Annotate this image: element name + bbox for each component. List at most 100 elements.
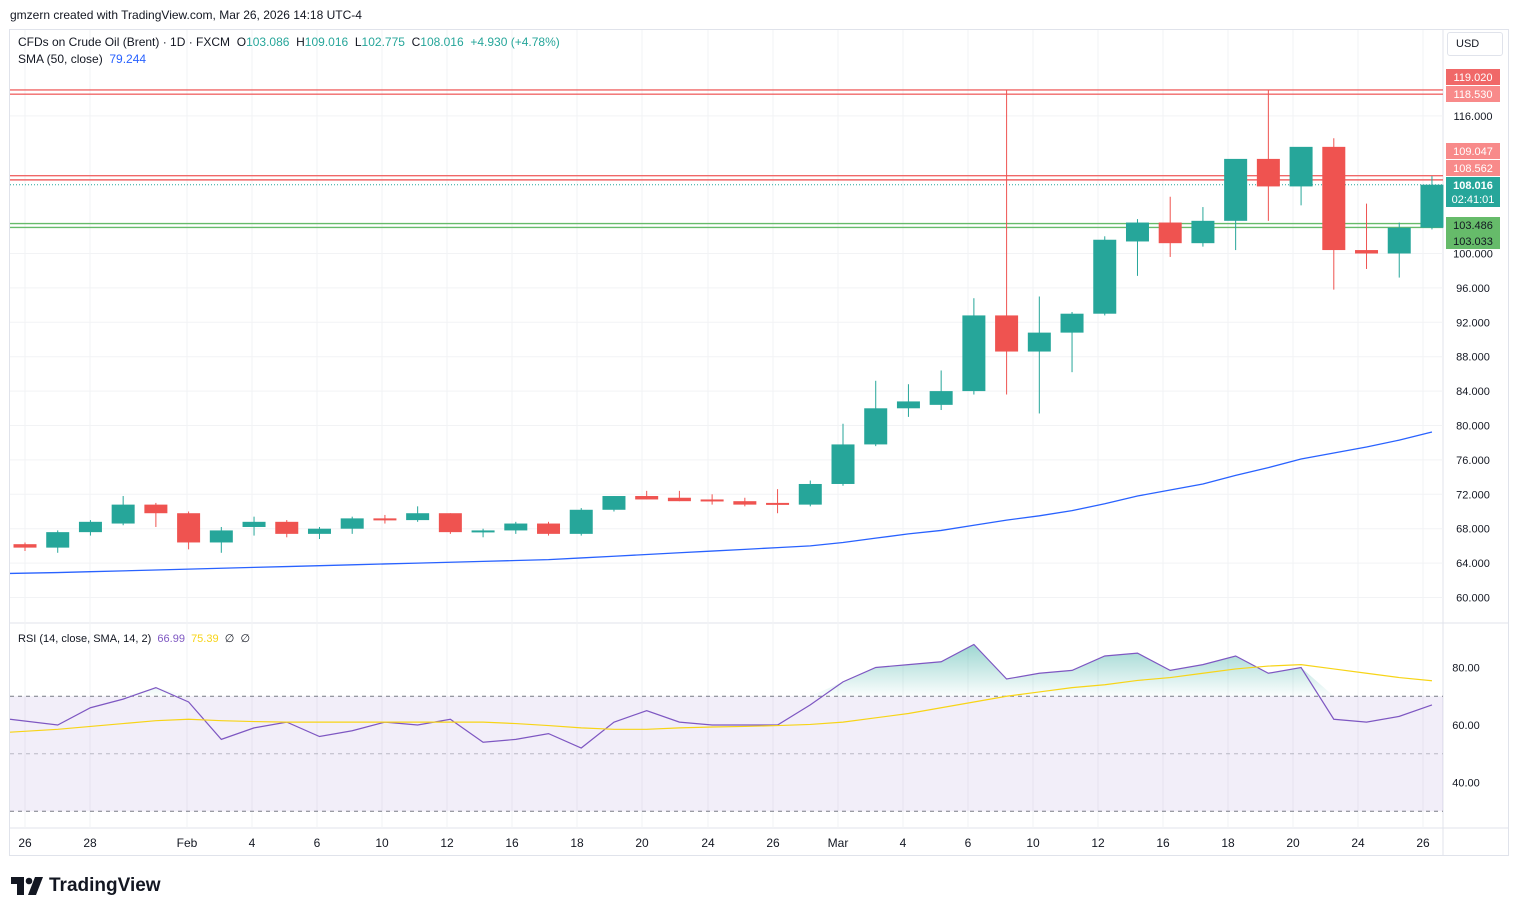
price-label-support-high: 103.486 <box>1453 220 1493 232</box>
low-value: 102.775 <box>361 35 405 49</box>
sma-value: 79.244 <box>109 52 147 66</box>
last-price-badge-bg <box>1446 177 1500 207</box>
time-tick-label: 6 <box>965 836 972 850</box>
candle-body <box>798 483 822 505</box>
tradingview-brand[interactable]: TradingView <box>11 875 161 897</box>
time-tick-label: 26 <box>1416 836 1430 850</box>
candle-body <box>1093 239 1117 314</box>
candle-body <box>78 521 102 533</box>
chart-frame <box>9 29 1509 856</box>
time-tick-label: 24 <box>1351 836 1365 850</box>
time-tick-label: 26 <box>766 836 780 850</box>
rsi-tick-label: 40.00 <box>1452 778 1480 790</box>
candle-body <box>307 528 331 534</box>
price-label-resistance-high-bg <box>1446 143 1500 159</box>
price-label-resistance-low-bg <box>1446 160 1500 176</box>
candle-body <box>275 521 299 534</box>
time-tick-label: 18 <box>1221 836 1235 850</box>
candle-body <box>144 504 168 514</box>
price-label-resistance-low: 108.562 <box>1453 163 1493 175</box>
price-label-support-low-bg <box>1446 233 1500 249</box>
rsi-extra-2: ∅ <box>240 633 251 645</box>
candle-body <box>929 391 953 405</box>
candle-body <box>1191 220 1215 244</box>
candle-body <box>1256 158 1280 187</box>
time-tick-label: 16 <box>1156 836 1170 850</box>
tradingview-logo-icon <box>11 877 43 895</box>
candle-body <box>1158 222 1182 244</box>
close-value: 108.016 <box>420 35 464 49</box>
candle-body <box>1125 222 1149 242</box>
price-label-resistance-high: 119.020 <box>1454 72 1493 84</box>
sma-line <box>9 431 1433 575</box>
candle-body <box>1322 146 1346 251</box>
candle-body <box>733 501 757 505</box>
time-tick-label: 26 <box>18 836 32 850</box>
price-tick-label: 88.000 <box>1456 352 1490 364</box>
candle-body <box>1027 332 1051 352</box>
rsi-extra-1: ∅ <box>224 633 235 645</box>
candle-body <box>373 518 397 521</box>
sma-legend[interactable]: SMA (50, close) 79.244 <box>18 52 146 66</box>
candle-body <box>667 497 691 502</box>
candle-body <box>1355 250 1379 254</box>
time-tick-label: 24 <box>701 836 715 850</box>
candle-body <box>504 523 528 531</box>
countdown-label: 02:41:01 <box>1452 194 1495 206</box>
rsi-value: 66.99 <box>157 633 185 645</box>
candle-body <box>1224 158 1248 221</box>
rsi-tick-label: 60.00 <box>1452 720 1480 732</box>
rsi-sma-line <box>9 664 1433 733</box>
candle-body <box>242 521 266 527</box>
price-tick-label: 72.000 <box>1456 489 1490 501</box>
price-tick-label: 76.000 <box>1456 455 1490 467</box>
open-label: O <box>236 35 247 49</box>
candle-body <box>831 444 855 484</box>
time-tick-label: 6 <box>314 836 321 850</box>
candle-body <box>537 523 561 534</box>
high-value: 109.016 <box>304 35 349 49</box>
rsi-legend[interactable]: RSI (14, close, SMA, 14, 2) 66.99 75.39 … <box>18 632 250 645</box>
time-tick-label: 10 <box>375 836 389 850</box>
time-tick-label: 20 <box>635 836 649 850</box>
chart-caption: gmzern created with TradingView.com, Mar… <box>10 8 362 22</box>
time-tick-label: 10 <box>1026 836 1040 850</box>
price-tick-label: 68.000 <box>1456 524 1490 536</box>
candle-body <box>864 408 888 445</box>
time-tick-label: 4 <box>249 836 256 850</box>
candle-body <box>1387 227 1411 254</box>
time-tick-label: 4 <box>900 836 907 850</box>
price-label-support-low: 103.033 <box>1453 236 1493 248</box>
currency-selector[interactable]: USD <box>1447 32 1503 56</box>
time-tick-label: 28 <box>83 836 97 850</box>
rsi-label: RSI (14, close, SMA, 14, 2) <box>18 633 152 645</box>
last-price-label: 108.016 <box>1453 180 1493 192</box>
candle-body <box>340 518 364 529</box>
price-tick-label: 64.000 <box>1456 558 1490 570</box>
candle-body <box>569 509 593 534</box>
high-label: H <box>296 35 305 49</box>
price-tick-label: 80.000 <box>1456 421 1490 433</box>
candle-body <box>438 513 462 533</box>
open-value: 103.086 <box>246 35 290 49</box>
price-label-support-high-bg <box>1446 217 1500 233</box>
candle-body <box>177 513 201 543</box>
price-label-resistance-high-bg <box>1446 69 1500 85</box>
candle-body <box>962 315 986 392</box>
price-tick-label: 60.000 <box>1456 593 1490 605</box>
brand-name: TradingView <box>49 875 161 896</box>
time-tick-label: 18 <box>570 836 584 850</box>
symbol-legend[interactable]: CFDs on Crude Oil (Brent) · 1D · FXCM O1… <box>18 35 560 49</box>
candle-body <box>995 315 1019 352</box>
candle-body <box>111 504 135 524</box>
sma-label: SMA (50, close) <box>18 52 103 66</box>
rsi-tick-label: 80.00 <box>1452 663 1480 675</box>
candle-body <box>602 496 626 510</box>
time-tick-label: Mar <box>828 836 849 850</box>
candle-body <box>471 530 495 533</box>
candle-body <box>209 530 233 543</box>
time-tick-label: 16 <box>505 836 519 850</box>
time-tick-label: 12 <box>440 836 454 850</box>
price-label-resistance-low-bg <box>1446 86 1500 102</box>
